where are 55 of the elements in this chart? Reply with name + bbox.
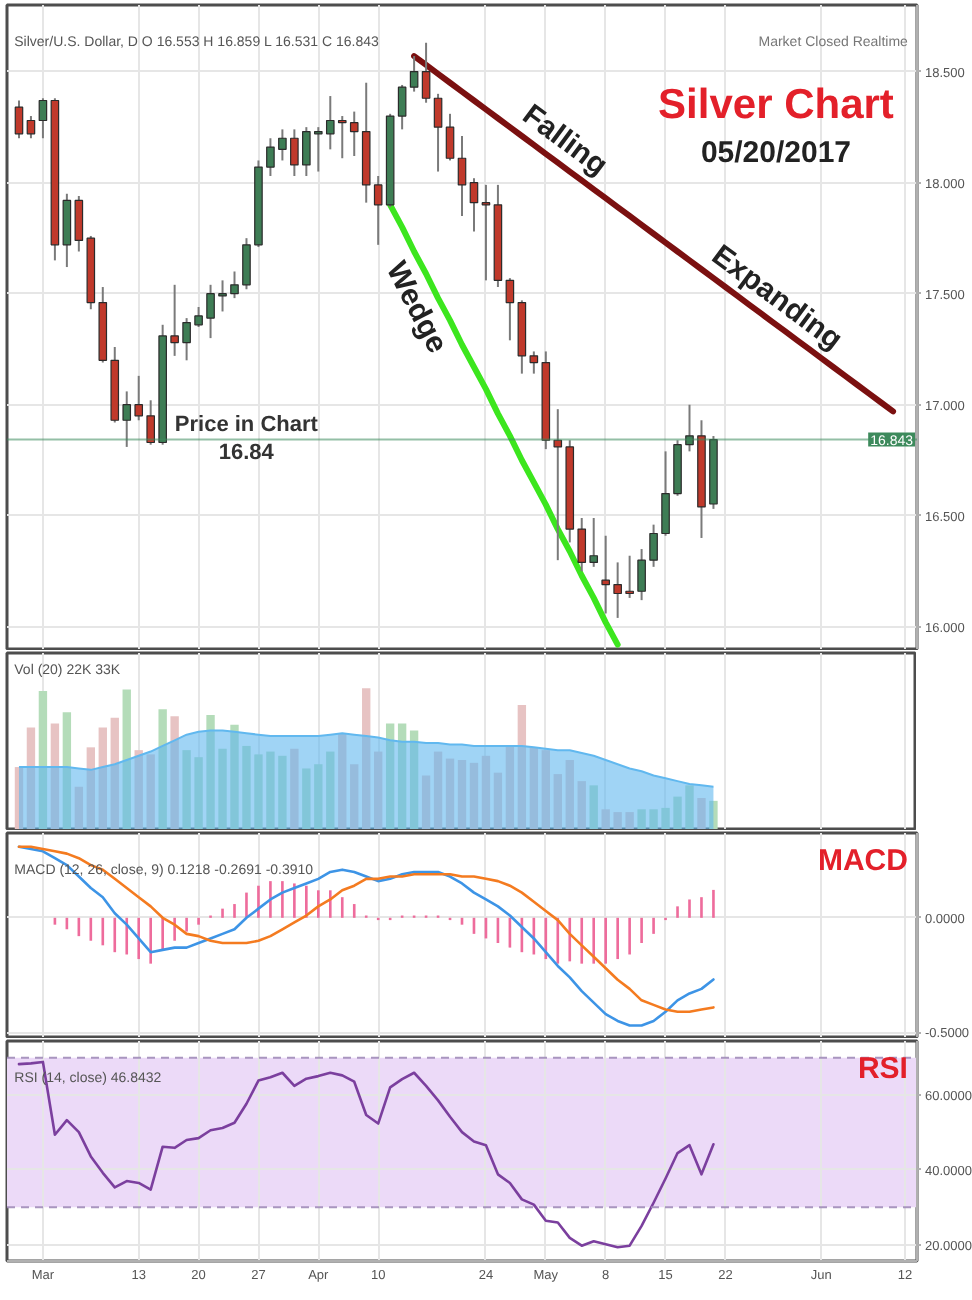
bar (290, 748, 299, 829)
bar (565, 760, 574, 829)
bar (541, 750, 551, 829)
bar (517, 705, 527, 829)
bar (158, 709, 167, 829)
bar (421, 775, 431, 829)
bar (469, 762, 479, 829)
bar (122, 689, 131, 829)
bar (50, 723, 60, 829)
candlestick (445, 112, 455, 162)
bar (350, 764, 359, 829)
bar (457, 760, 467, 829)
candlestick (14, 99, 24, 140)
bar (481, 755, 491, 829)
candlestick (409, 55, 419, 93)
bar (98, 727, 107, 829)
bar (433, 751, 443, 829)
bar (697, 798, 706, 829)
annotation: Price in Chart 16.84 (174, 412, 319, 466)
chart-title: MACD (817, 844, 909, 878)
bar (529, 747, 539, 829)
chart-title: RSI (857, 1052, 908, 1086)
bar (14, 767, 24, 829)
candlestick (481, 183, 491, 282)
candlestick (421, 41, 431, 104)
bar (397, 723, 407, 829)
candlestick (457, 135, 467, 217)
candlestick (433, 92, 443, 173)
bar (589, 785, 598, 829)
bar (170, 716, 179, 829)
bar (86, 747, 96, 829)
bar (385, 723, 395, 829)
bar (409, 730, 419, 829)
bar (577, 781, 586, 829)
line-series (387, 201, 621, 648)
bar (505, 745, 515, 829)
bar (445, 758, 455, 829)
bar (74, 786, 84, 829)
candlestick (505, 277, 515, 342)
candlestick (38, 97, 48, 140)
bar (373, 751, 383, 829)
candlestick (469, 177, 479, 233)
line-series (17, 1060, 715, 1249)
text: Silver Chart (658, 82, 894, 128)
bar (26, 727, 36, 829)
bar (38, 691, 48, 829)
text: 05/20/2017 (700, 136, 852, 170)
candlestick (26, 115, 36, 140)
bar (553, 774, 562, 829)
bar (709, 800, 718, 829)
bar (110, 717, 119, 829)
bar (338, 733, 347, 829)
bar (362, 688, 371, 829)
bar (493, 772, 503, 829)
bar (62, 712, 72, 829)
